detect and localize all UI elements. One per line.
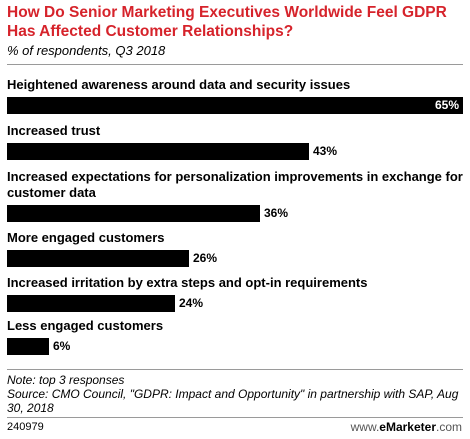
bottom-divider-2 — [7, 417, 463, 418]
source-note: Source: CMO Council, "GDPR: Impact and O… — [7, 387, 459, 415]
value-label: 36% — [264, 206, 289, 220]
brand-suffix: .com — [435, 420, 462, 434]
value-label: 26% — [193, 251, 218, 265]
brand-name: eMarketer — [379, 420, 436, 434]
category-label: Less engaged customers — [7, 318, 164, 333]
brand-logo[interactable]: www.eMarketer.com — [351, 420, 462, 434]
category-label: Heightened awareness around data and sec… — [7, 77, 351, 92]
bar — [7, 295, 175, 312]
bottom-divider — [7, 369, 463, 370]
chart-id: 240979 — [7, 421, 44, 433]
top-divider — [7, 64, 463, 65]
bar — [7, 97, 463, 114]
brand-prefix: www. — [350, 420, 380, 434]
bar — [7, 338, 49, 355]
bar — [7, 143, 309, 160]
category-label: Increased trust — [7, 123, 101, 138]
chart-title: How Do Senior Marketing Executives World… — [7, 4, 447, 40]
chart-subtitle: % of respondents, Q3 2018 — [7, 43, 166, 58]
bar — [7, 205, 260, 222]
value-label: 6% — [53, 339, 71, 353]
footnote: Note: top 3 responses — [7, 373, 125, 387]
category-label: Increased irritation by extra steps and … — [7, 275, 368, 290]
value-label: 65% — [434, 98, 459, 112]
bar — [7, 250, 189, 267]
category-label: More engaged customers — [7, 230, 165, 245]
value-label: 43% — [313, 144, 338, 158]
value-label: 24% — [179, 296, 204, 310]
category-label: Increased expectations for personalizati… — [7, 169, 463, 200]
